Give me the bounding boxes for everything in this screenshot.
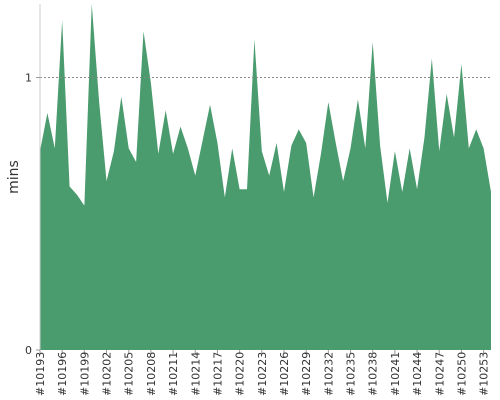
x-tick-label: #10232 bbox=[322, 352, 335, 396]
y-tick-label: 0 bbox=[25, 344, 32, 357]
x-tick-label: #10217 bbox=[211, 352, 224, 396]
x-tick-label: #10196 bbox=[56, 352, 69, 396]
x-tick-label: #10211 bbox=[167, 352, 180, 396]
y-axis-title: mins bbox=[6, 160, 22, 194]
x-tick-label: #10253 bbox=[478, 352, 491, 396]
x-tick-label: #10202 bbox=[101, 352, 114, 396]
x-axis: #10193 #10196 #10199 #10202 #10205 #10208 #102… bbox=[34, 350, 491, 396]
x-tick-label: #10241 bbox=[389, 352, 402, 396]
x-tick-label: #10235 bbox=[345, 352, 358, 396]
x-tick-label: #10214 bbox=[189, 352, 202, 396]
x-tick-label: #10208 bbox=[145, 352, 158, 396]
x-tick-label: #10205 bbox=[123, 352, 136, 396]
x-tick-label: #10193 bbox=[34, 352, 47, 396]
y-tick-label: 1 bbox=[25, 72, 32, 85]
x-tick-label: #10223 bbox=[256, 352, 269, 396]
y-axis: 01 bbox=[25, 4, 41, 357]
x-tick-label: #10199 bbox=[78, 352, 91, 396]
x-tick-label: #10220 bbox=[234, 352, 247, 396]
x-tick-label: #10226 bbox=[278, 352, 291, 396]
area-series bbox=[40, 4, 491, 350]
x-tick-label: #10244 bbox=[411, 352, 424, 396]
plot-area bbox=[40, 4, 491, 350]
x-tick-label: #10238 bbox=[367, 352, 380, 396]
x-tick-label: #10229 bbox=[300, 352, 313, 396]
x-tick-label: #10247 bbox=[433, 352, 446, 396]
x-tick-label: #10250 bbox=[455, 352, 468, 396]
